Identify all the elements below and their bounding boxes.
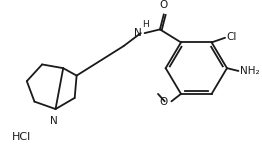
Text: Cl: Cl bbox=[226, 32, 236, 42]
Text: N: N bbox=[134, 28, 142, 38]
Text: HCl: HCl bbox=[12, 132, 31, 142]
Text: H: H bbox=[142, 20, 149, 29]
Text: N: N bbox=[50, 117, 57, 127]
Text: O: O bbox=[160, 0, 168, 10]
Text: NH₂: NH₂ bbox=[240, 66, 260, 76]
Text: O: O bbox=[159, 97, 168, 107]
